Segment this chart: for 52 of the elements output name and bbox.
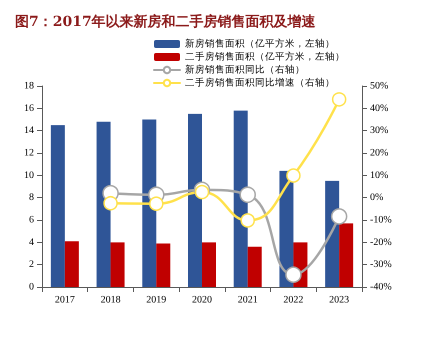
legend-label: 新房销售面积同比（右轴）	[185, 64, 305, 76]
bar	[96, 122, 111, 287]
point	[149, 196, 164, 211]
point	[285, 266, 302, 283]
x-tick-label: 2018	[100, 294, 121, 306]
y-tick-label: 14	[24, 125, 34, 136]
y-tick-label: 4	[29, 236, 34, 248]
x-tick-label: 2020	[192, 294, 212, 306]
point	[239, 186, 256, 204]
y-tick-label: 6	[29, 214, 34, 226]
bar	[110, 242, 125, 287]
legend-label: 二手房销售面积（亿平方米，左轴）	[185, 50, 345, 62]
y2-tick-label: -20%	[370, 236, 392, 248]
bar	[64, 241, 79, 287]
y2-tick-label: 30%	[370, 125, 388, 136]
point	[330, 208, 348, 225]
y2-tick-label: -10%	[370, 214, 392, 226]
x-tick-label: 2019	[146, 294, 166, 306]
point	[103, 196, 118, 210]
bar	[339, 223, 354, 287]
y2-tick-label: -30%	[370, 259, 392, 270]
y-tick-label: 16	[24, 102, 34, 114]
x-tick-label: 2023	[329, 294, 350, 306]
point	[286, 168, 301, 183]
point	[240, 213, 255, 228]
y-tick-label: 8	[29, 192, 34, 204]
bar	[202, 242, 216, 287]
y-tick-label: 18	[24, 80, 34, 92]
y-tick-label: 12	[24, 148, 34, 158]
point	[194, 184, 210, 200]
chart-title: 图7：2017年以来新房和二手房销售面积及增速	[15, 13, 317, 30]
legend-label: 新房销售面积（亿平方米，左轴）	[185, 38, 335, 50]
y2-tick-label: -40%	[370, 282, 392, 292]
bar	[234, 110, 248, 287]
y2-tick-label: 50%	[370, 80, 388, 92]
x-tick-label: 2022	[283, 294, 304, 306]
y2-tick-label: 40%	[370, 102, 388, 114]
bar	[248, 246, 262, 287]
y2-tick-label: 10%	[370, 170, 388, 181]
legend-label: 二手房销售面积同比增速（右轴）	[185, 76, 335, 88]
point	[332, 92, 346, 107]
bar	[142, 120, 156, 287]
bar	[188, 114, 202, 287]
bar	[156, 243, 170, 287]
y-tick-label: 10	[24, 170, 34, 181]
bar	[50, 125, 65, 287]
y2-tick-label: 0%	[370, 192, 384, 204]
y-tick-label: 2	[29, 259, 34, 270]
y-tick-label: 0	[29, 282, 34, 292]
x-tick-label: 2021	[238, 294, 258, 306]
y2-tick-label: 20%	[370, 148, 388, 158]
x-tick-label: 2017	[54, 294, 75, 306]
